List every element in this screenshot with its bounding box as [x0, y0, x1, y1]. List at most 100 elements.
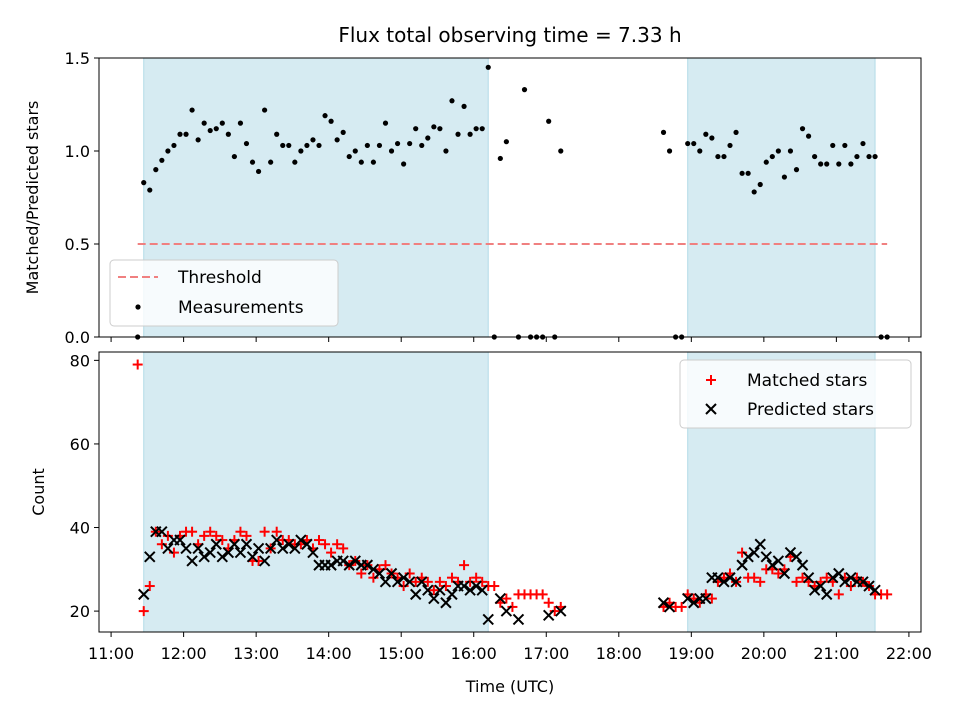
predicted-star-point [458, 580, 470, 592]
matched-star-point [326, 547, 337, 558]
predicted-star-point [542, 609, 555, 621]
legend-predicted-label: Predicted stars [747, 400, 874, 420]
matched-star-point [211, 530, 222, 541]
measurement-point [189, 107, 195, 113]
measurement-point [721, 153, 727, 160]
matched-star-point [501, 593, 512, 604]
x-tick-label: 22:00 [886, 644, 932, 663]
measurement-point [757, 181, 763, 188]
predicted-star-point [361, 559, 374, 571]
measurement-point [860, 140, 866, 147]
predicted-star-point [198, 551, 210, 563]
measurement-point [461, 103, 467, 109]
measurement-point [213, 126, 219, 132]
measurement-point [334, 137, 340, 143]
predicted-star-point [512, 613, 525, 626]
measurement-point [195, 137, 201, 143]
measurement-point [660, 129, 667, 135]
measurement-point [419, 142, 425, 149]
predicted-star-point [476, 584, 488, 596]
predicted-star-point [174, 534, 186, 546]
y-tick-label: 80 [70, 351, 90, 370]
x-tick-label: 15:00 [378, 644, 424, 663]
measurement-point [521, 87, 528, 93]
measurement-point [364, 142, 370, 149]
matched-star-point [489, 581, 500, 592]
y-tick-label: 20 [70, 602, 90, 621]
matched-star-point [465, 576, 476, 587]
x-tick-label: 17:00 [523, 644, 569, 663]
predicted-star-point [833, 567, 845, 580]
predicted-star-point [228, 538, 241, 550]
predicted-star-point [416, 576, 428, 588]
measurement-point [437, 126, 443, 132]
legend-matched-swatch [706, 375, 716, 385]
matched-star-point [428, 585, 439, 596]
predicted-star-point [397, 571, 410, 584]
measurement-point [201, 120, 207, 126]
predicted-star-point [216, 551, 229, 563]
predicted-star-point [470, 580, 482, 592]
measurement-point [358, 159, 364, 165]
measurement-point [219, 120, 225, 126]
predicted-star-point [180, 542, 192, 555]
predicted-star-point [422, 584, 434, 596]
measurement-point [787, 148, 794, 154]
predicted-star-point [410, 588, 422, 601]
predicted-star-point [264, 542, 277, 555]
measurement-point [443, 148, 449, 154]
matched-star-point [821, 572, 832, 583]
predicted-star-point [464, 584, 476, 596]
predicted-star-point [403, 576, 416, 588]
measurement-point [249, 159, 256, 165]
predicted-star-point [766, 559, 779, 571]
measurement-point [691, 140, 697, 147]
predicted-star-point [494, 592, 507, 605]
matched-star-point [217, 535, 228, 546]
matched-star-point [422, 576, 433, 587]
measurement-point [709, 135, 715, 141]
measurement-point [727, 142, 733, 149]
predicted-star-point [385, 567, 398, 580]
measurement-point [328, 118, 334, 124]
measurement-point [763, 159, 769, 165]
predicted-star-point [307, 546, 319, 559]
predicted-star-point [222, 546, 235, 559]
matched-star-point [737, 547, 748, 558]
y-tick-label: 1.0 [65, 142, 90, 161]
measurement-point [171, 142, 177, 149]
measurement-point [159, 157, 165, 163]
predicted-star-point [730, 576, 742, 588]
matched-star-point [271, 526, 282, 537]
predicted-star-point [210, 538, 222, 550]
measurement-point [292, 159, 298, 165]
measurement-point [799, 126, 806, 132]
predicted-star-point [736, 559, 748, 571]
measurement-point [407, 140, 413, 147]
predicted-star-point [325, 559, 337, 571]
matched-star-point [755, 576, 766, 587]
measurement-point [370, 159, 377, 165]
measurement-point [854, 153, 860, 160]
predicted-star-point [821, 588, 833, 601]
matched-star-point [882, 589, 893, 600]
measurement-point [304, 142, 310, 149]
top-y-axis-label: Matched/Predicted stars [23, 101, 42, 295]
predicted-star-point [784, 546, 797, 559]
measurement-point [467, 131, 473, 137]
measurement-point [394, 140, 401, 147]
matched-star-point [199, 530, 210, 541]
x-tick-label: 13:00 [233, 644, 279, 663]
matched-star-point [543, 597, 554, 608]
y-tick-label: 0.5 [65, 235, 90, 254]
x-axis-label: Time (UTC) [465, 677, 554, 696]
x-tick-label: 12:00 [161, 644, 207, 663]
predicted-star-point [857, 576, 869, 588]
matched-star-point [156, 539, 167, 550]
measurement-point [274, 131, 280, 137]
measurement-point [818, 161, 824, 167]
measurement-point [376, 142, 383, 149]
predicted-star-point [138, 588, 150, 601]
measurement-point [352, 148, 358, 154]
